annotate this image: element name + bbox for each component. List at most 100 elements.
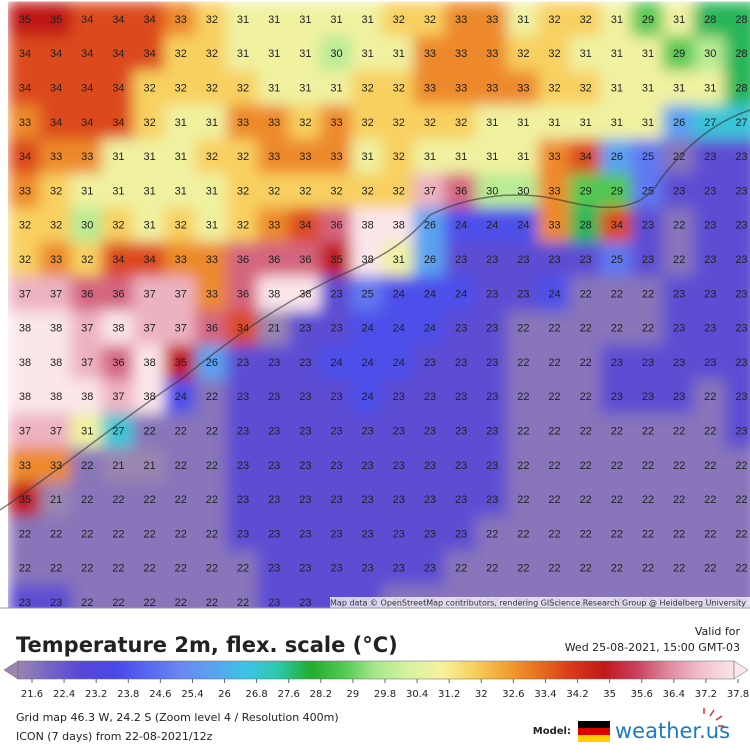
heat-cell	[413, 173, 447, 210]
grid-value: 22	[642, 426, 654, 438]
grid-value: 31	[642, 117, 654, 129]
heat-cell	[724, 413, 750, 450]
heat-cell	[662, 207, 696, 244]
grid-value: 23	[735, 254, 747, 266]
heat-cell	[662, 310, 696, 347]
heat-cell	[693, 139, 727, 176]
grid-value: 23	[486, 288, 498, 300]
grid-value: 23	[393, 494, 405, 506]
heat-cell	[319, 413, 354, 450]
grid-value: 23	[330, 323, 342, 335]
grid-value: 22	[175, 494, 187, 506]
heat-cell	[164, 241, 198, 279]
heat-cell	[506, 310, 540, 347]
heat-cell	[70, 36, 104, 73]
heat-cell	[631, 344, 665, 382]
heat-cell	[164, 482, 198, 519]
grid-value: 31	[362, 14, 374, 26]
grid-value: 26	[424, 220, 436, 232]
grid-value: 22	[673, 220, 685, 232]
grid-value: 34	[299, 220, 311, 232]
grid-value: 25	[362, 288, 374, 300]
grid-value: 37	[50, 288, 62, 300]
grid-value: 22	[548, 426, 560, 438]
heat-cell	[101, 36, 136, 73]
grid-value: 27	[112, 426, 124, 438]
grid-value: 22	[548, 391, 560, 403]
heat-cell	[226, 584, 260, 608]
scale-tick-label: 29	[347, 689, 360, 700]
grid-value: 22	[206, 597, 218, 609]
heat-cell	[288, 344, 322, 382]
heat-cell	[506, 207, 540, 244]
heat-cell	[101, 139, 136, 176]
grid-value: 30	[704, 48, 716, 60]
grid-value: 35	[175, 357, 187, 369]
heat-cell	[101, 447, 136, 485]
grid-value: 26	[611, 151, 623, 163]
heat-cell	[413, 1, 447, 39]
grid-value: 33	[268, 151, 280, 163]
grid-value: 22	[673, 254, 685, 266]
grid-value: 31	[611, 48, 623, 60]
heat-cell	[475, 173, 509, 210]
grid-value: 23	[424, 426, 436, 438]
grid-value: 26	[424, 254, 436, 266]
heat-cell	[600, 276, 634, 313]
heat-cell	[537, 70, 572, 107]
heat-cell	[413, 379, 447, 416]
grid-value: 22	[548, 460, 560, 472]
heat-cell	[319, 139, 354, 176]
grid-value: 36	[81, 288, 93, 300]
heat-cell	[195, 139, 229, 176]
grid-value: 23	[268, 426, 280, 438]
brand-sun	[703, 708, 724, 727]
heat-cell	[70, 173, 104, 210]
grid-value: 23	[455, 426, 467, 438]
grid-value: 31	[673, 83, 685, 95]
heat-cell	[226, 36, 260, 73]
grid-value: 22	[642, 288, 654, 300]
heat-cell	[195, 482, 229, 519]
grid-value: 22	[175, 528, 187, 540]
heat-cell	[8, 584, 42, 608]
heat-cell	[506, 139, 540, 176]
heat-cell	[693, 379, 727, 416]
heat-cell	[662, 447, 696, 485]
grid-value: 23	[330, 528, 342, 540]
heat-cell	[351, 207, 385, 244]
heat-cell	[537, 36, 572, 73]
grid-value: 23	[330, 391, 342, 403]
heat-cell	[413, 36, 447, 73]
grid-value: 23	[237, 391, 249, 403]
heat-layer	[8, 1, 750, 608]
heat-cell	[164, 173, 198, 210]
grid-value: 33	[81, 151, 93, 163]
grid-value: 23	[673, 288, 685, 300]
heat-cell	[382, 36, 416, 73]
grid-value: 22	[611, 323, 623, 335]
heat-cell	[506, 241, 540, 279]
grid-value: 21	[268, 323, 280, 335]
grid-value: 23	[735, 323, 747, 335]
heat-cell	[195, 241, 229, 279]
heat-cell	[631, 276, 665, 313]
grid-value: 23	[486, 254, 498, 266]
heat-cell	[600, 344, 634, 382]
scale-tick-label: 29.8	[374, 689, 396, 700]
heat-cell	[226, 1, 260, 39]
grid-value: 21	[143, 460, 155, 472]
heat-cell	[133, 276, 167, 313]
grid-value: 23	[424, 563, 436, 575]
heat-cell	[693, 173, 727, 210]
grid-value: 23	[393, 528, 405, 540]
scale-tick-label: 24.6	[149, 689, 171, 700]
grid-value: 22	[704, 391, 716, 403]
heat-cell	[226, 344, 260, 382]
heat-cell	[8, 207, 42, 244]
heat-cell	[8, 70, 42, 107]
heat-cell	[444, 447, 478, 485]
heat-cell	[600, 310, 634, 347]
heat-cell	[8, 139, 42, 176]
heat-cell	[133, 173, 167, 210]
